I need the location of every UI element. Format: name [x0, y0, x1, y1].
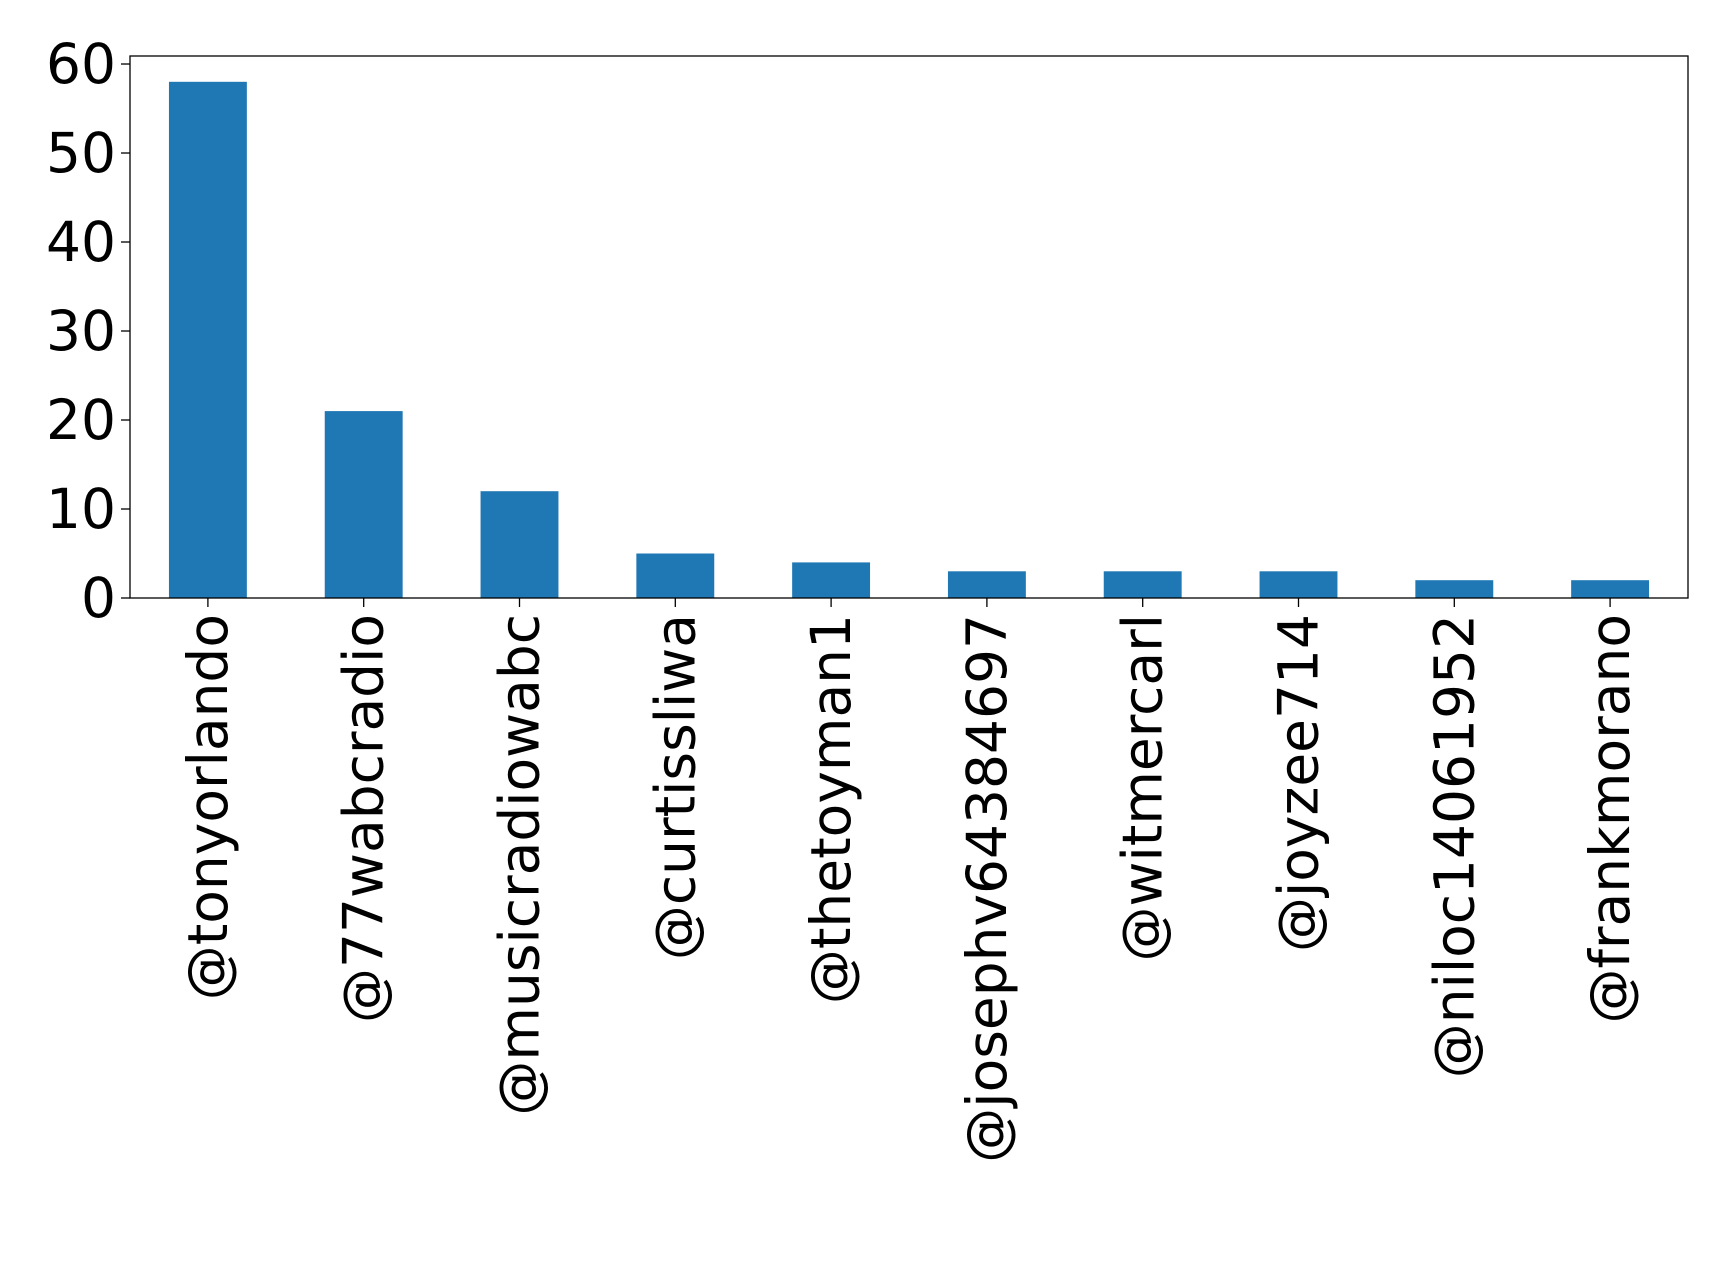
x-tick-label: @josephv64384697 — [955, 614, 1019, 1163]
y-tick-label: 20 — [46, 388, 116, 452]
x-tick-label: @thetoyman1 — [799, 614, 863, 1004]
y-tick-label: 40 — [46, 210, 116, 274]
x-tick-label: @tonyorlando — [176, 614, 240, 1000]
y-tick-label: 30 — [46, 299, 116, 363]
y-tick-label: 50 — [46, 121, 116, 185]
bar-thetoyman1 — [792, 562, 871, 598]
y-tick-label: 10 — [46, 477, 116, 541]
x-tick-label: @musicradiowabc — [488, 614, 552, 1116]
bar-joyzee714 — [1259, 571, 1338, 598]
bar-niloc14061952 — [1415, 580, 1494, 598]
bar-tonyorlando — [168, 81, 247, 599]
bar-witmercarl — [1103, 571, 1182, 598]
bar-77wabcradio — [324, 411, 403, 598]
x-tick-label: @niloc14061952 — [1422, 614, 1486, 1078]
bar-frankmorano — [1571, 580, 1650, 598]
bar-josephv64384697 — [947, 571, 1026, 598]
y-tick-label: 0 — [81, 566, 116, 630]
bars-group — [168, 81, 1650, 599]
x-tick-label: @77wabcradio — [332, 614, 396, 1023]
x-tick-label: @curtissliwa — [643, 614, 707, 960]
x-tick-label: @frankmorano — [1578, 614, 1642, 1023]
x-tick-label: @witmercarl — [1111, 614, 1175, 961]
plot-frame — [129, 55, 1689, 599]
bar-curtissliwa — [636, 553, 715, 598]
bar-musicradiowabc — [480, 491, 559, 598]
y-tick-label: 60 — [46, 32, 116, 96]
y-axis: 0 10 20 30 40 50 60 — [46, 32, 130, 630]
x-axis: @tonyorlando @77wabcradio @musicradiowabc @… — [176, 598, 1642, 1163]
x-tick-label: @joyzee714 — [1267, 614, 1331, 952]
